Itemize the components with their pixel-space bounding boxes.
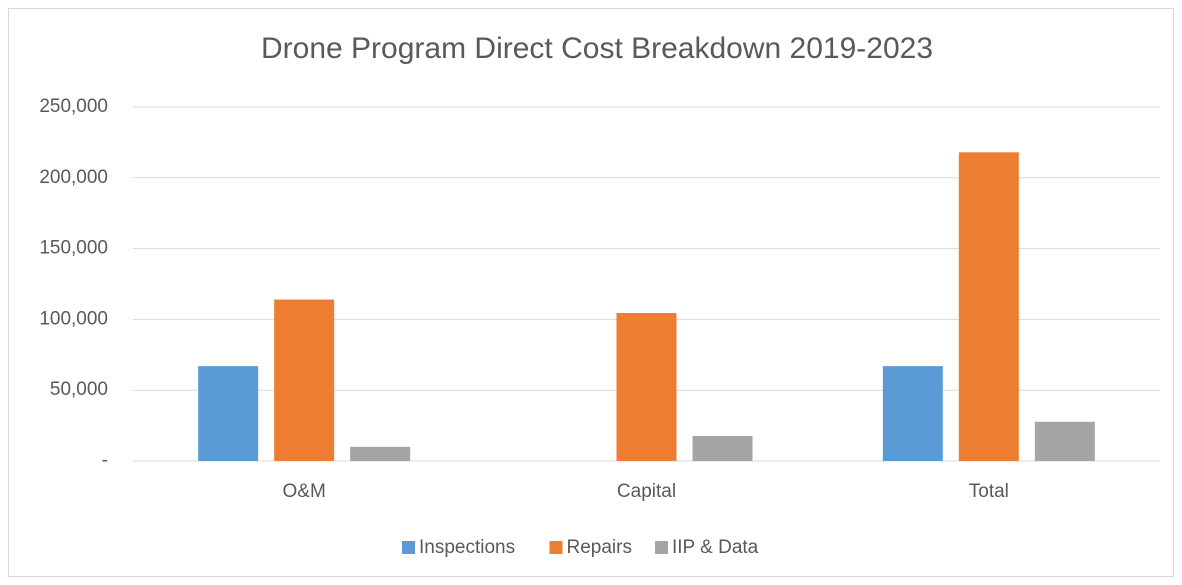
bar — [692, 435, 753, 461]
legend-label: IIP & Data — [672, 537, 759, 558]
legend-label: Inspections — [419, 537, 515, 558]
bar — [616, 313, 677, 461]
legend-swatch — [655, 541, 668, 554]
legend-swatch — [402, 541, 415, 554]
y-tick-label: - — [102, 450, 108, 471]
legend-label: Repairs — [567, 537, 632, 558]
bar — [882, 366, 943, 461]
bar — [350, 446, 411, 461]
y-tick-label: 50,000 — [50, 379, 108, 400]
bar — [198, 366, 259, 461]
x-tick-label: Capital — [617, 481, 676, 502]
chart-title: Drone Program Direct Cost Breakdown 2019… — [261, 32, 933, 65]
legend-swatch — [549, 541, 563, 554]
y-tick-label: 250,000 — [39, 96, 108, 117]
y-tick-label: 100,000 — [39, 308, 108, 329]
bar — [958, 152, 1019, 461]
y-tick-label: 200,000 — [39, 167, 108, 188]
x-tick-label: O&M — [283, 481, 326, 502]
y-tick-label: 150,000 — [39, 238, 108, 259]
bar — [274, 299, 335, 461]
bar — [1034, 421, 1095, 461]
x-tick-label: Total — [969, 481, 1009, 502]
